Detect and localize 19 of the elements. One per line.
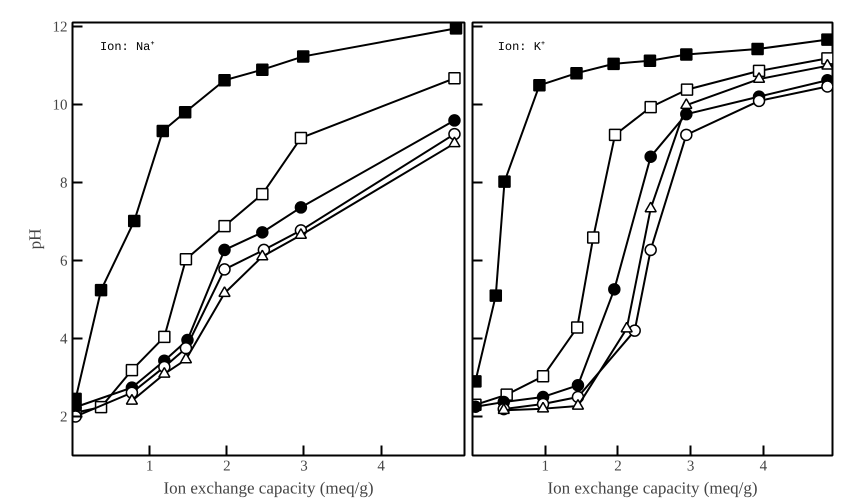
x-axis-title: Ion exchange capacity (meq/g)	[547, 478, 758, 498]
x-tick-label: 4	[377, 458, 386, 474]
y-tick-label: 4	[60, 331, 68, 348]
y-tick-label: 2	[60, 409, 68, 426]
annotation: Ion: Na⁺	[100, 40, 154, 54]
x-tick-label: 2	[223, 458, 231, 474]
y-axis-title: pH	[26, 228, 44, 250]
x-tick-label: 1	[541, 458, 549, 474]
x-tick-label: 3	[300, 458, 308, 474]
x-tick-label: 1	[146, 458, 154, 474]
annotation: Ion: K⁺	[498, 40, 545, 54]
x-axis-title: Ion exchange capacity (meq/g)	[163, 478, 374, 498]
y-tick-label: 10	[52, 97, 68, 114]
x-tick-label: 2	[614, 458, 622, 474]
y-tick-label: 12	[52, 19, 68, 36]
y-tick-label: 8	[60, 175, 68, 192]
y-tick-label: 6	[60, 253, 68, 270]
x-tick-label: 3	[686, 458, 694, 474]
x-tick-label: 4	[760, 458, 768, 474]
